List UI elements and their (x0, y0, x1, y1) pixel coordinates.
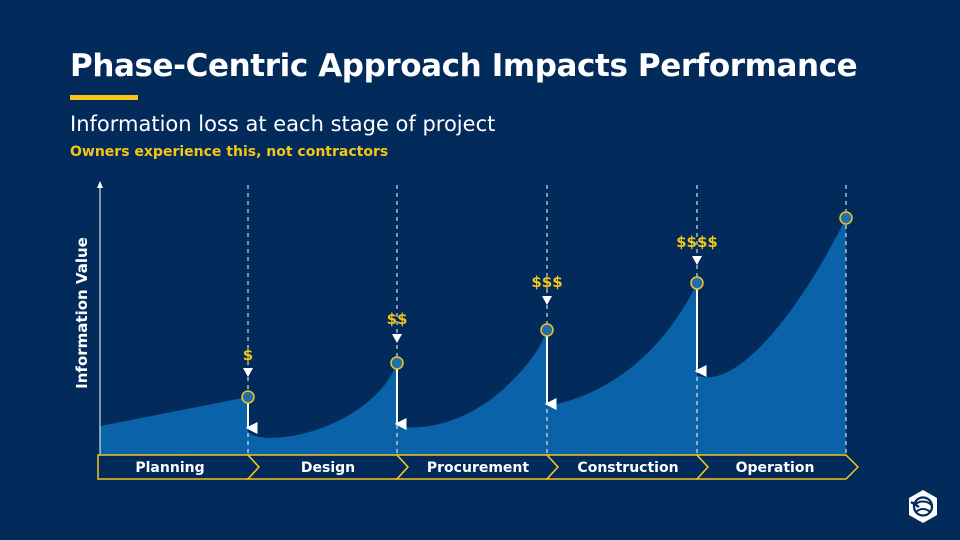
phase-label-operation: Operation (736, 460, 815, 476)
cost-label: $$$$ (676, 233, 718, 251)
phase-label-design: Design (301, 460, 355, 476)
phase-nodes (241, 211, 853, 404)
phase-label-construction: Construction (577, 460, 678, 476)
cost-pointer (392, 334, 402, 343)
phase-label-planning: Planning (135, 460, 204, 476)
loss-arrows (245, 289, 707, 434)
company-logo-icon (909, 490, 937, 523)
cost-pointer (243, 368, 253, 377)
cost-pointer (542, 296, 552, 305)
page-subtitle: Information loss at each stage of projec… (70, 112, 496, 136)
y-axis-arrow (97, 181, 103, 188)
cost-label: $ (243, 346, 253, 364)
cost-pointers (243, 256, 702, 377)
highlight-note: Owners experience this, not contractors (70, 144, 389, 160)
phase-node (390, 356, 404, 370)
cost-label: $$$ (531, 273, 562, 291)
page-title: Phase-Centric Approach Impacts Performan… (70, 48, 858, 84)
title-underline (70, 95, 138, 100)
cost-pointer (692, 256, 702, 265)
phase-bar (97, 454, 860, 480)
cost-label: $$ (387, 310, 408, 328)
phase-node (690, 276, 704, 290)
information-value-area (100, 218, 846, 455)
phase-label-procurement: Procurement (427, 460, 529, 476)
phase-node (839, 211, 853, 225)
phase-chevron-operation (695, 454, 860, 480)
phase-node (241, 390, 255, 404)
phase-node (540, 323, 554, 337)
